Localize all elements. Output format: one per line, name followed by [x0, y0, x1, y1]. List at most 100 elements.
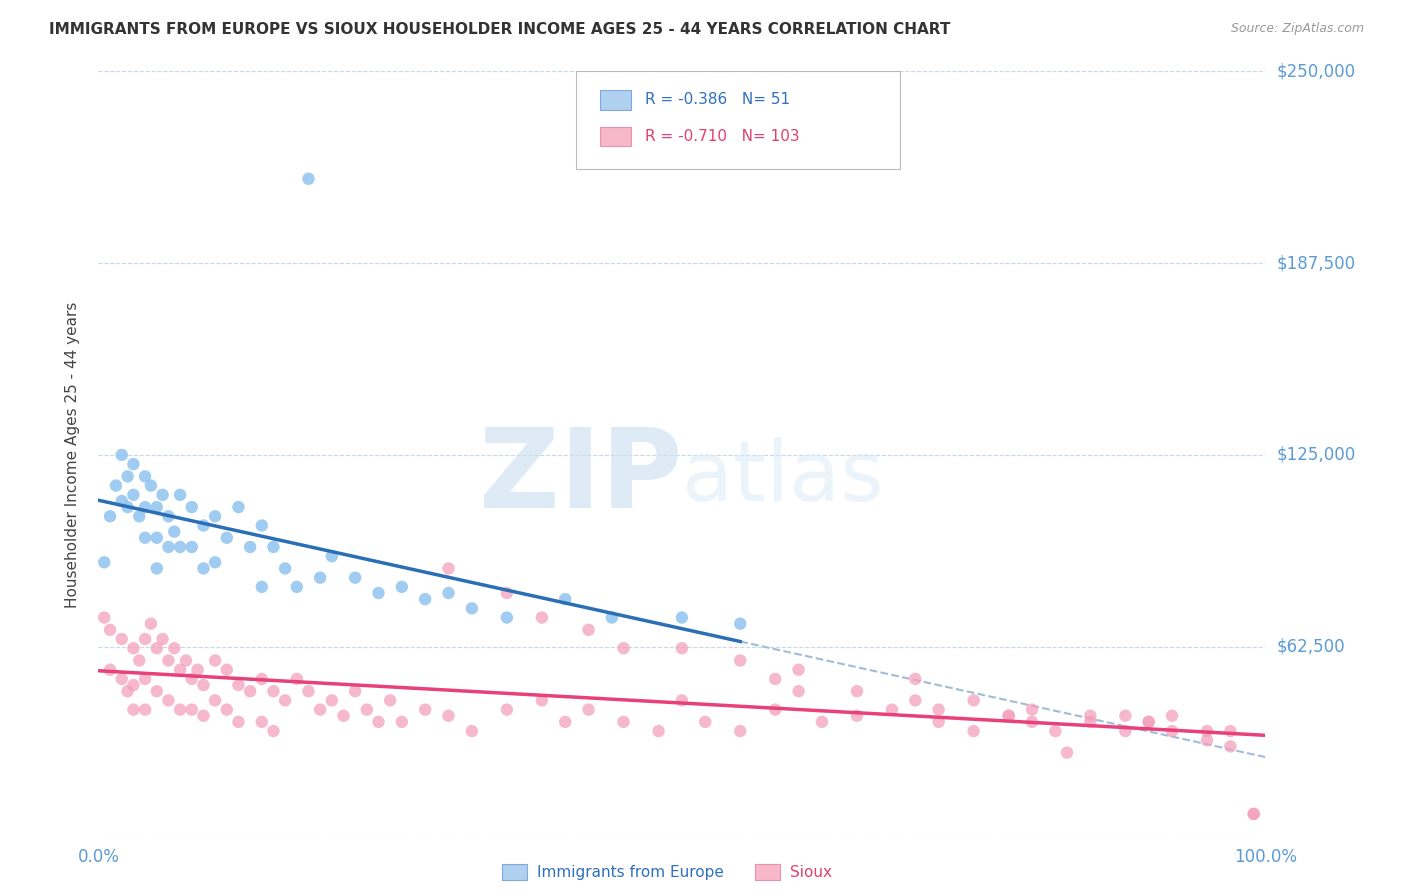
- Point: [496, 610, 519, 624]
- Point: [997, 708, 1019, 723]
- Text: Source: ZipAtlas.com: Source: ZipAtlas.com: [1230, 22, 1364, 36]
- Point: [1045, 724, 1067, 739]
- Point: [309, 703, 332, 717]
- Point: [169, 540, 191, 554]
- Point: [204, 509, 226, 524]
- Point: [122, 488, 145, 502]
- Point: [391, 580, 413, 594]
- Point: [730, 653, 752, 667]
- Point: [193, 708, 215, 723]
- Point: [111, 632, 134, 646]
- Point: [1080, 714, 1102, 729]
- Point: [180, 703, 202, 717]
- Text: $250,000: $250,000: [1277, 62, 1355, 80]
- Point: [122, 457, 145, 471]
- Point: [111, 494, 134, 508]
- Point: [1137, 714, 1160, 729]
- Point: [530, 693, 553, 707]
- Point: [496, 586, 519, 600]
- Point: [122, 678, 145, 692]
- Point: [904, 693, 927, 707]
- Point: [117, 684, 139, 698]
- Point: [437, 561, 460, 575]
- Point: [98, 623, 121, 637]
- Text: $62,500: $62,500: [1277, 638, 1346, 656]
- Point: [239, 540, 262, 554]
- Point: [600, 610, 623, 624]
- Point: [297, 684, 319, 698]
- Point: [997, 708, 1019, 723]
- Text: R = -0.710   N= 103: R = -0.710 N= 103: [645, 129, 800, 144]
- Text: $187,500: $187,500: [1277, 254, 1355, 272]
- Point: [1243, 806, 1265, 821]
- Point: [671, 610, 693, 624]
- Point: [1243, 806, 1265, 821]
- Point: [157, 693, 180, 707]
- Point: [239, 684, 262, 698]
- Point: [139, 616, 162, 631]
- Point: [1021, 703, 1043, 717]
- Y-axis label: Householder Income Ages 25 - 44 years: Householder Income Ages 25 - 44 years: [65, 301, 80, 608]
- Point: [152, 488, 174, 502]
- Point: [578, 623, 600, 637]
- Text: IMMIGRANTS FROM EUROPE VS SIOUX HOUSEHOLDER INCOME AGES 25 - 44 YEARS CORRELATIO: IMMIGRANTS FROM EUROPE VS SIOUX HOUSEHOL…: [49, 22, 950, 37]
- Point: [128, 653, 150, 667]
- Point: [146, 500, 169, 514]
- Text: R = -0.386   N= 51: R = -0.386 N= 51: [645, 93, 790, 107]
- Point: [193, 561, 215, 575]
- Point: [1161, 724, 1184, 739]
- Point: [187, 663, 209, 677]
- Point: [274, 693, 297, 707]
- Point: [391, 714, 413, 729]
- Point: [554, 714, 576, 729]
- Point: [250, 518, 273, 533]
- Point: [134, 672, 156, 686]
- Point: [461, 724, 484, 739]
- Point: [297, 171, 319, 186]
- Point: [262, 724, 284, 739]
- Point: [250, 580, 273, 594]
- Text: Immigrants from Europe: Immigrants from Europe: [537, 865, 724, 880]
- Point: [215, 663, 238, 677]
- Point: [228, 500, 250, 514]
- Point: [1161, 708, 1184, 723]
- Point: [228, 678, 250, 692]
- Point: [344, 571, 367, 585]
- Point: [356, 703, 378, 717]
- Point: [285, 672, 308, 686]
- Point: [134, 703, 156, 717]
- Point: [554, 592, 576, 607]
- Point: [163, 641, 186, 656]
- Point: [578, 703, 600, 717]
- Point: [134, 469, 156, 483]
- Point: [134, 531, 156, 545]
- Point: [367, 586, 389, 600]
- Point: [93, 610, 115, 624]
- Point: [787, 663, 810, 677]
- Point: [193, 678, 215, 692]
- Point: [128, 509, 150, 524]
- Point: [163, 524, 186, 539]
- Point: [193, 518, 215, 533]
- Point: [122, 641, 145, 656]
- Point: [1195, 733, 1218, 747]
- Point: [250, 714, 273, 729]
- Text: ZIP: ZIP: [478, 425, 682, 532]
- Point: [262, 684, 284, 698]
- Point: [1021, 714, 1043, 729]
- Point: [104, 478, 127, 492]
- Point: [1219, 724, 1241, 739]
- Point: [321, 693, 343, 707]
- Point: [613, 714, 636, 729]
- Text: atlas: atlas: [682, 437, 883, 518]
- Point: [146, 684, 169, 698]
- Point: [204, 555, 226, 569]
- Point: [1080, 708, 1102, 723]
- Point: [204, 653, 226, 667]
- Point: [1195, 724, 1218, 739]
- Point: [134, 632, 156, 646]
- Point: [695, 714, 717, 729]
- Point: [928, 703, 950, 717]
- Point: [122, 703, 145, 717]
- Point: [437, 586, 460, 600]
